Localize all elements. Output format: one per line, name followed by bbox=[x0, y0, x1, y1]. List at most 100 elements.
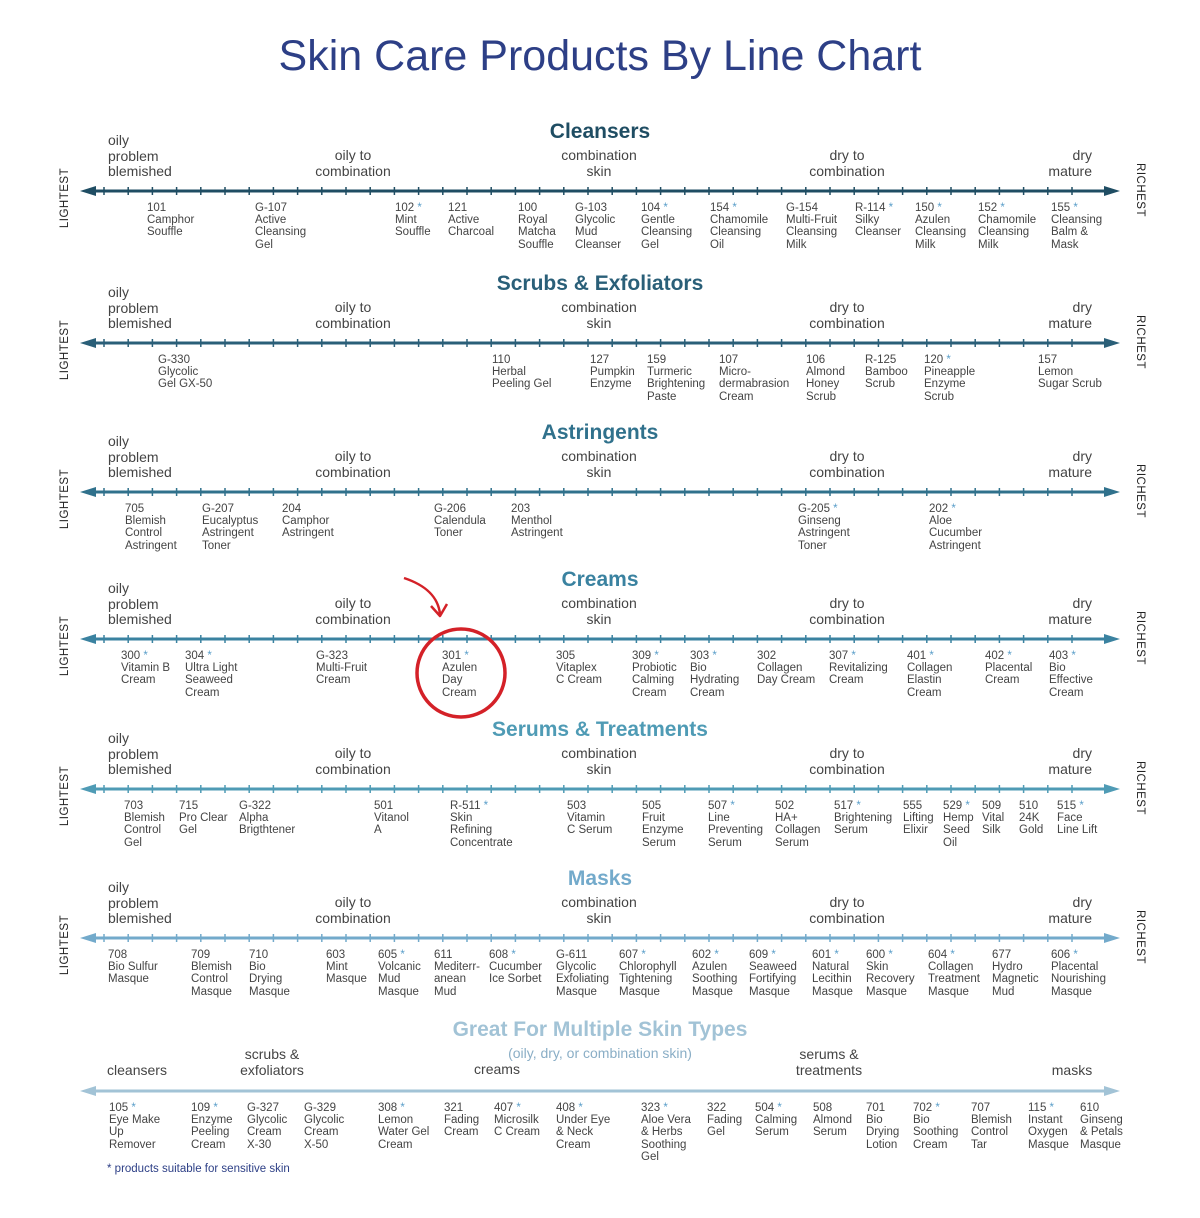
sensitive-skin-star: * bbox=[210, 1102, 218, 1114]
product-code: 701 bbox=[866, 1102, 886, 1114]
product-name: Eye Make Up Remover bbox=[109, 1114, 161, 1151]
product-name: Collagen Day Cream bbox=[757, 662, 816, 687]
section-masks: Masks oily problem blemished oily to combi… bbox=[0, 867, 1200, 1027]
sensitive-skin-star: * bbox=[885, 202, 894, 214]
product-label: 127 Pumpkin Enzyme bbox=[590, 354, 635, 391]
product-code: 555 bbox=[903, 800, 923, 812]
product-name: Lifting Elixir bbox=[903, 812, 934, 837]
product-label: 152 * Chamomile Cleansing Milk bbox=[978, 202, 1036, 251]
sensitive-skin-star: * bbox=[140, 650, 148, 662]
section-creams: Creams oily problem blemished oily to comb… bbox=[0, 568, 1200, 728]
product-code: 109 bbox=[191, 1102, 211, 1114]
product-label: R-114 * Silky Cleanser bbox=[855, 202, 901, 239]
product-label: 610 Ginseng & Petals Masque bbox=[1080, 1102, 1123, 1151]
section-title: Masks bbox=[567, 867, 633, 890]
product-label: 701 Bio Drying Lotion bbox=[866, 1102, 899, 1151]
sensitive-skin-star: * bbox=[709, 650, 717, 662]
product-name: Ginseng & Petals Masque bbox=[1080, 1114, 1123, 1151]
product-name: Probiotic Calming Cream bbox=[632, 662, 677, 699]
sensitive-skin-star: * bbox=[1004, 650, 1012, 662]
product-label: 602 * Azulen Soothing Masque bbox=[692, 949, 737, 998]
product-code: 402 bbox=[985, 650, 1005, 662]
product-code: 322 bbox=[707, 1102, 727, 1114]
product-label: 403 * Bio Effective Cream bbox=[1049, 650, 1093, 699]
spectrum-axis bbox=[80, 634, 1120, 644]
axis-arrow-left bbox=[80, 933, 96, 943]
category-creams: creams bbox=[474, 1061, 520, 1077]
product-label: G-329 Glycolic Cream X-50 bbox=[304, 1102, 344, 1151]
skin-type-oily-to-combination: oily to combination bbox=[315, 745, 391, 777]
product-label: 707 Blemish Control Tar bbox=[971, 1102, 1012, 1151]
highlight-arrow bbox=[403, 576, 442, 615]
product-name: Chamomile Cleansing Milk bbox=[978, 214, 1037, 251]
product-label: 510 24K Gold bbox=[1019, 800, 1043, 837]
chart-title: Skin Care Products By Line Chart bbox=[278, 32, 922, 80]
section-title: Creams bbox=[561, 568, 639, 591]
section-multiple-skin-types: Great For Multiple Skin Types (oily, dry,… bbox=[0, 1018, 1200, 1168]
skin-type-oily: oily problem blemished bbox=[108, 132, 172, 179]
product-name: Vitamin C Serum bbox=[567, 812, 613, 837]
product-name: HA+ Collagen Serum bbox=[775, 812, 821, 849]
product-code: 159 bbox=[647, 354, 667, 366]
product-code: 707 bbox=[971, 1102, 991, 1114]
product-code: 157 bbox=[1038, 354, 1058, 366]
product-label: 603 Mint Masque bbox=[326, 949, 367, 986]
skin-type-oily: oily problem blemished bbox=[108, 730, 172, 777]
product-code: 605 bbox=[378, 949, 398, 961]
product-code: G-103 bbox=[575, 202, 607, 214]
product-name: Bio Effective Cream bbox=[1049, 662, 1093, 699]
product-name: Hemp Seed Oil bbox=[943, 812, 974, 849]
product-label: 301 * Azulen Day Cream bbox=[442, 650, 477, 699]
skin-type-oily: oily problem blemished bbox=[108, 580, 172, 627]
product-label: 305 Vitaplex C Cream bbox=[556, 650, 602, 687]
product-code: 609 bbox=[749, 949, 769, 961]
product-label: 601 * Natural Lecithin Masque bbox=[812, 949, 853, 998]
spectrum-axis bbox=[80, 338, 1120, 348]
product-name: Enzyme Peeling Cream bbox=[191, 1114, 233, 1151]
product-label: 322 Fading Gel bbox=[707, 1102, 742, 1139]
section-title: Serums & Treatments bbox=[492, 718, 708, 741]
product-code: 503 bbox=[567, 800, 587, 812]
product-label: 515 * Face Line Lift bbox=[1057, 800, 1097, 837]
product-code: G-205 bbox=[798, 503, 830, 515]
product-code: 300 bbox=[121, 650, 141, 662]
product-code: 529 bbox=[943, 800, 963, 812]
product-label: 304 * Ultra Light Seaweed Cream bbox=[185, 650, 237, 699]
sensitive-skin-star: * bbox=[997, 202, 1005, 214]
product-code: 202 bbox=[929, 503, 949, 515]
product-name: Azulen Soothing Masque bbox=[692, 961, 738, 998]
sensitive-skin-star: * bbox=[660, 1102, 668, 1114]
product-label: G-330 Glycolic Gel GX-50 bbox=[158, 354, 212, 391]
product-code: 602 bbox=[692, 949, 712, 961]
product-name: Line Preventing Serum bbox=[708, 812, 763, 849]
sensitive-skin-star: * bbox=[1070, 949, 1078, 961]
product-name: Brightening Serum bbox=[834, 812, 893, 837]
product-name: Bio Hydrating Cream bbox=[690, 662, 740, 699]
product-label: 307 * Revitalizing Cream bbox=[829, 650, 888, 687]
sensitive-skin-star: * bbox=[768, 949, 776, 961]
product-name: Active Charcoal bbox=[448, 214, 495, 239]
sensitive-skin-star: * bbox=[513, 1102, 521, 1114]
product-name: Herbal Peeling Gel bbox=[492, 366, 552, 391]
sensitive-skin-star: * bbox=[1046, 1102, 1055, 1114]
product-label: 605 * Volcanic Mud Masque bbox=[378, 949, 421, 998]
product-name: Pineapple Enzyme Scrub bbox=[924, 366, 976, 403]
product-code: 121 bbox=[448, 202, 468, 214]
product-code: 601 bbox=[812, 949, 832, 961]
skin-type-dry-to-combination: dry to combination bbox=[809, 894, 885, 926]
product-label: 154 * Chamomile Cleansing Oil bbox=[710, 202, 768, 251]
product-label: 609 * Seaweed Fortifying Masque bbox=[749, 949, 797, 998]
product-code: 508 bbox=[813, 1102, 833, 1114]
product-label: 505 Fruit Enzyme Serum bbox=[642, 800, 684, 849]
skin-type-dry-to-combination: dry to combination bbox=[809, 299, 885, 331]
product-name: Calming Serum bbox=[755, 1114, 798, 1139]
product-name: Seaweed Fortifying Masque bbox=[749, 961, 797, 998]
product-name: Aloe Cucumber Astringent bbox=[929, 515, 983, 552]
product-name: Glycolic Gel GX-50 bbox=[158, 366, 213, 391]
product-code: 308 bbox=[378, 1102, 398, 1114]
product-name: Mint Masque bbox=[326, 961, 367, 986]
product-code: 104 bbox=[641, 202, 661, 214]
product-code: 608 bbox=[489, 949, 509, 961]
product-code: 101 bbox=[147, 202, 167, 214]
product-code: G-327 bbox=[247, 1102, 279, 1114]
